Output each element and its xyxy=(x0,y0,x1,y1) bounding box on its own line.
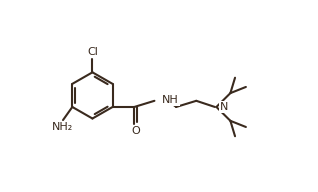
Text: N: N xyxy=(220,102,229,112)
Text: Cl: Cl xyxy=(87,47,98,57)
Text: O: O xyxy=(131,126,140,136)
Text: NH₂: NH₂ xyxy=(52,122,73,132)
Text: NH: NH xyxy=(162,95,179,105)
